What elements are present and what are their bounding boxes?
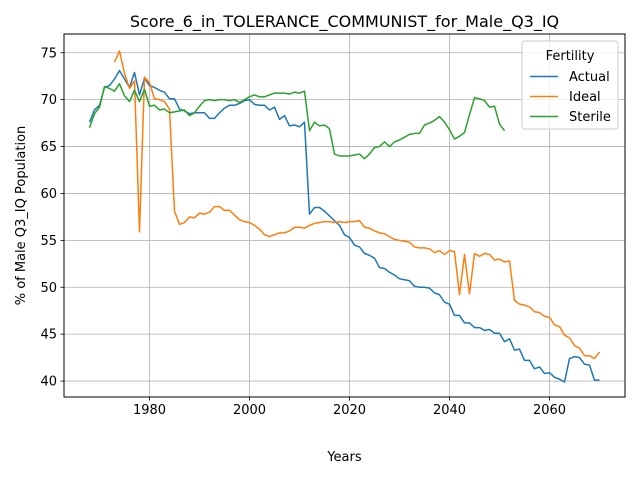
y-tick-label: 55 bbox=[40, 234, 57, 249]
series-line-ideal bbox=[113, 50, 601, 360]
x-tick-label: 1980 bbox=[133, 403, 166, 418]
legend-label-ideal: Ideal bbox=[569, 90, 601, 105]
y-tick-label: 40 bbox=[40, 375, 57, 390]
x-tick-label: 2060 bbox=[533, 403, 566, 418]
y-tick-label: 50 bbox=[40, 281, 57, 296]
y-axis-ticks: 40 45 50 55 60 65 70 75 bbox=[40, 46, 64, 390]
legend: Fertility Actual Ideal Sterile bbox=[521, 40, 619, 130]
x-axis-label: Years bbox=[326, 450, 362, 465]
series-line-actual bbox=[88, 69, 600, 383]
y-tick-label: 75 bbox=[40, 46, 57, 61]
series-line-sterile bbox=[88, 82, 506, 160]
grid bbox=[64, 34, 625, 397]
y-tick-label: 65 bbox=[40, 140, 57, 155]
y-axis-label: % of Male Q3_IQ Population bbox=[14, 126, 29, 306]
legend-box bbox=[521, 40, 619, 130]
y-tick-label: 60 bbox=[40, 187, 57, 202]
y-tick-label: 45 bbox=[40, 328, 57, 343]
x-tick-label: 2040 bbox=[433, 403, 466, 418]
plot-frame bbox=[63, 33, 626, 398]
legend-title: Fertility bbox=[546, 49, 595, 64]
series-layer bbox=[88, 50, 601, 383]
x-tick-label: 2000 bbox=[233, 403, 266, 418]
y-tick-label: 70 bbox=[40, 93, 57, 108]
legend-label-sterile: Sterile bbox=[569, 110, 611, 125]
legend-entries: Actual Ideal Sterile bbox=[530, 70, 611, 125]
chart-title: Score_6_in_TOLERANCE_COMMUNIST_for_Male_… bbox=[130, 12, 559, 32]
x-axis-ticks: 1980 2000 2020 2040 2060 bbox=[133, 397, 566, 418]
x-tick-label: 2020 bbox=[333, 403, 366, 418]
legend-label-actual: Actual bbox=[569, 70, 610, 85]
